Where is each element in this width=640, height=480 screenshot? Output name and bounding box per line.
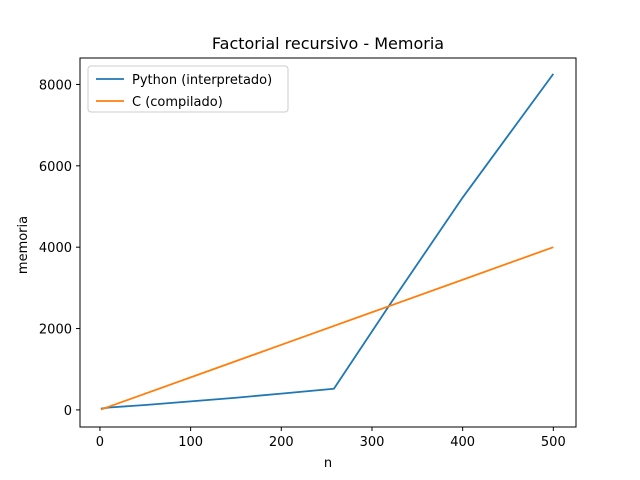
- legend: Python (interpretado) C (compilado): [87, 65, 289, 113]
- y-axis-label: memoria: [16, 216, 31, 274]
- x-tick-label: 500: [541, 435, 566, 450]
- plot-area: [80, 58, 576, 427]
- plot-frame: [79, 57, 577, 428]
- axes-layer: 0 100 200 300 400 500 0 2000 4000 6000 8000: [39, 57, 577, 450]
- x-axis-label: n: [324, 456, 332, 471]
- chart-title: Factorial recursivo - Memoria: [212, 34, 444, 53]
- x-tick-label: 200: [269, 435, 294, 450]
- lines-layer: [100, 73, 555, 411]
- y-tick-label: 0: [64, 404, 72, 419]
- legend-label-0: Python (interpretado): [132, 73, 272, 88]
- legend-label-1: C (compilado): [132, 95, 223, 110]
- plot-background: [80, 58, 576, 427]
- y-tick-label: 4000: [39, 241, 72, 256]
- x-tick-label: 0: [96, 435, 104, 450]
- y-tick-label: 2000: [39, 323, 72, 338]
- series-line-1: [100, 246, 554, 411]
- legend-box: [87, 65, 289, 113]
- x-tick-label: 400: [450, 435, 475, 450]
- y-tick-label: 6000: [39, 160, 72, 175]
- series-line-0: [100, 73, 555, 410]
- x-tick-label: 100: [178, 435, 203, 450]
- y-tick-label: 8000: [39, 78, 72, 93]
- x-tick-label: 300: [360, 435, 385, 450]
